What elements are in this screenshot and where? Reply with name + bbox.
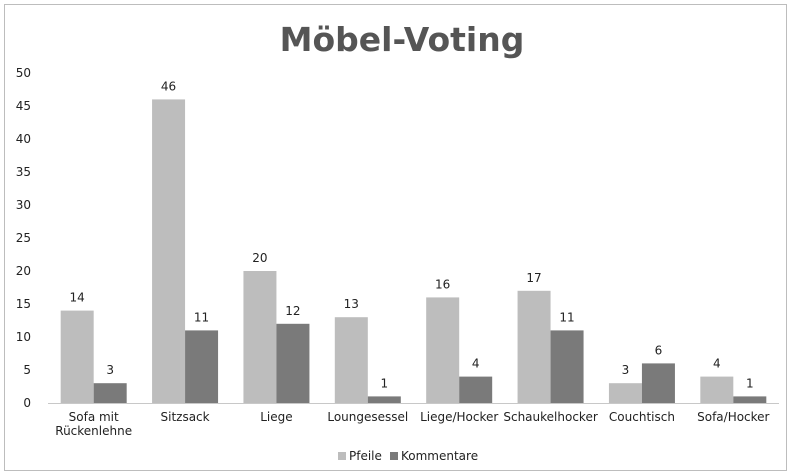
- data-label: 1: [746, 376, 754, 390]
- bar-kommentare: [641, 363, 675, 403]
- data-label: 11: [559, 310, 574, 324]
- legend-label: Kommentare: [401, 449, 478, 463]
- data-label: 46: [161, 79, 176, 93]
- data-label: 3: [106, 363, 114, 377]
- legend-swatch: [390, 452, 398, 460]
- y-tick-label: 5: [23, 363, 31, 377]
- bar-pfeile: [243, 271, 277, 403]
- x-tick-label: Sitzsack: [161, 410, 210, 424]
- y-tick-label: 35: [16, 165, 31, 179]
- bar-kommentare: [93, 383, 127, 403]
- x-tick-label: Rückenlehne: [55, 424, 132, 438]
- y-tick-label: 15: [16, 297, 31, 311]
- y-axis: 0 5 10 15 20 25 30 35 40 45 50: [16, 66, 779, 410]
- y-tick-label: 45: [16, 99, 31, 113]
- data-label: 3: [622, 363, 630, 377]
- bar-kommentare: [367, 396, 401, 403]
- x-tick-label: Couchtisch: [609, 410, 675, 424]
- data-label: 11: [194, 310, 209, 324]
- data-label: 20: [252, 251, 267, 265]
- data-labels: 14 3 46 11 20 12 13 1 16 4 17 11 3 6 4 1: [70, 79, 754, 390]
- bar-pfeile: [700, 376, 734, 403]
- x-tick-label: Liege/Hocker: [420, 410, 498, 424]
- y-tick-label: 0: [23, 396, 31, 410]
- y-tick-label: 20: [16, 264, 31, 278]
- data-label: 6: [655, 343, 663, 357]
- data-label: 16: [435, 277, 450, 291]
- bar-pfeile: [334, 317, 368, 403]
- legend: Pfeile Kommentare: [338, 449, 478, 463]
- y-tick-label: 30: [16, 198, 31, 212]
- y-tick-label: 40: [16, 132, 31, 146]
- data-label: 4: [713, 357, 721, 371]
- data-label: 14: [70, 291, 85, 305]
- bar-kommentare: [733, 396, 767, 403]
- bar-pfeile: [517, 290, 551, 403]
- bar-pfeile: [152, 99, 186, 404]
- bar-pfeile: [60, 310, 94, 403]
- legend-label: Pfeile: [349, 449, 382, 463]
- bar-kommentare: [550, 330, 584, 403]
- y-tick-label: 25: [16, 231, 31, 245]
- x-tick-label: Schaukelhocker: [503, 410, 597, 424]
- bar-pfeile: [608, 383, 642, 403]
- bar-kommentare: [459, 376, 493, 403]
- data-label: 1: [380, 376, 388, 390]
- data-label: 4: [472, 357, 480, 371]
- data-label: 17: [526, 271, 541, 285]
- bars: [60, 99, 767, 404]
- chart-frame: Möbel-Voting 0 5 10 15 20 25 30 35 40 45 50 14 3 46 1…: [4, 4, 787, 471]
- bar-kommentare: [276, 323, 310, 403]
- legend-swatch: [338, 452, 346, 460]
- x-tick-label: Liege: [260, 410, 292, 424]
- y-tick-label: 10: [16, 330, 31, 344]
- bar-kommentare: [185, 330, 219, 403]
- x-tick-label: Loungesessel: [327, 410, 408, 424]
- chart-title: Möbel-Voting: [280, 20, 525, 59]
- data-label: 13: [344, 297, 359, 311]
- x-tick-label: Sofa mit: [69, 410, 119, 424]
- y-tick-label: 50: [16, 66, 31, 80]
- bar-pfeile: [426, 297, 460, 403]
- x-tick-label: Sofa/Hocker: [697, 410, 769, 424]
- data-label: 12: [285, 304, 300, 318]
